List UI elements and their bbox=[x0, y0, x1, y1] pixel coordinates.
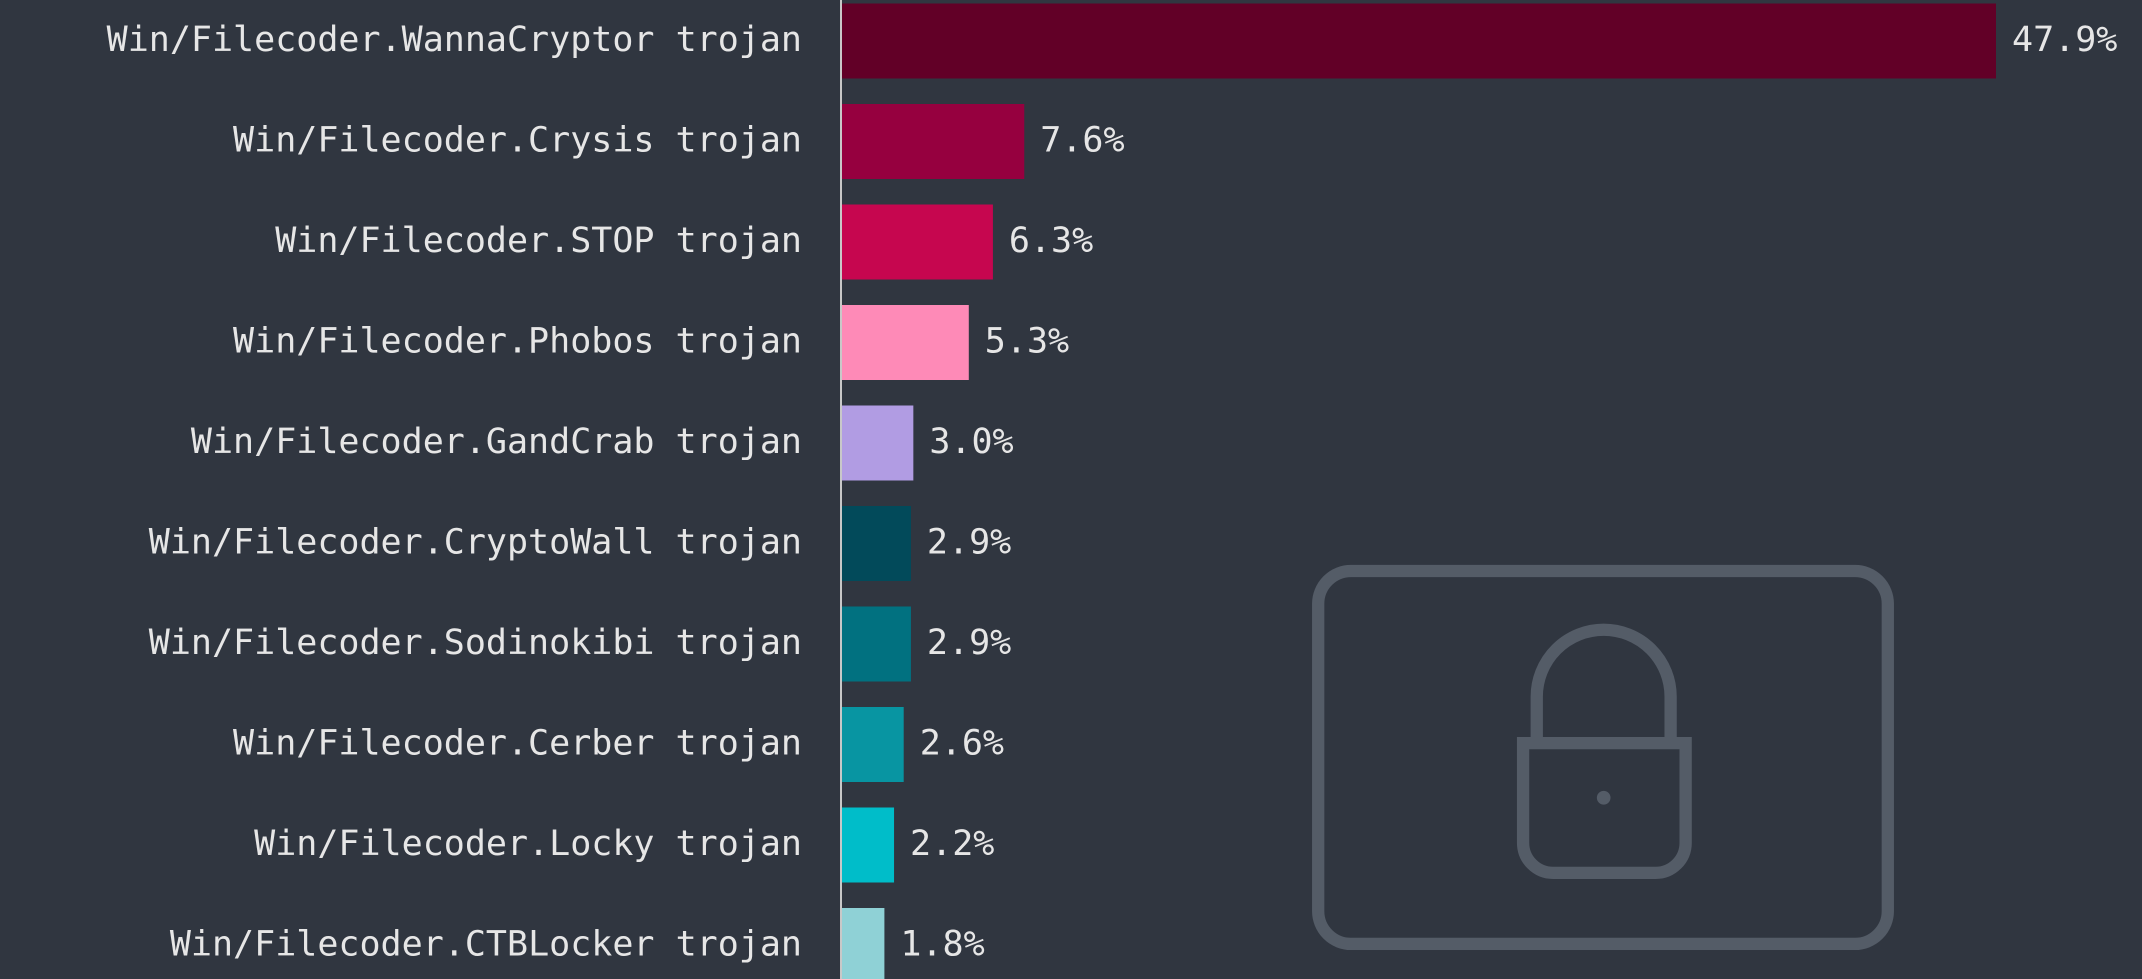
bar bbox=[841, 3, 1996, 79]
lock-keyhole bbox=[1596, 790, 1611, 805]
bar bbox=[841, 908, 885, 979]
value-label: 2.9% bbox=[927, 523, 1011, 563]
category-label: Win/Filecoder.STOP trojan bbox=[275, 221, 802, 261]
lock-shackle bbox=[1530, 623, 1677, 738]
value-label: 1.8% bbox=[900, 925, 984, 965]
value-label: 2.2% bbox=[910, 824, 994, 864]
lock-frame bbox=[1312, 564, 1894, 951]
bar bbox=[841, 807, 895, 883]
bar bbox=[841, 606, 911, 682]
value-label: 7.6% bbox=[1040, 121, 1124, 161]
category-label: Win/Filecoder.WannaCryptor trojan bbox=[107, 20, 802, 60]
bar bbox=[841, 707, 904, 782]
category-label: Win/Filecoder.GandCrab trojan bbox=[191, 422, 802, 462]
value-label: 47.9% bbox=[2012, 20, 2117, 60]
category-label: Win/Filecoder.Locky trojan bbox=[254, 824, 802, 864]
bar bbox=[841, 204, 993, 280]
category-label: Win/Filecoder.CTBLocker trojan bbox=[170, 925, 802, 965]
bar bbox=[841, 305, 969, 380]
value-label: 5.3% bbox=[985, 322, 1069, 362]
bar bbox=[841, 506, 911, 581]
value-label: 2.9% bbox=[927, 623, 1011, 663]
value-label: 6.3% bbox=[1009, 221, 1093, 261]
category-label: Win/Filecoder.Cerber trojan bbox=[233, 724, 802, 764]
category-label: Win/Filecoder.Crysis trojan bbox=[233, 121, 802, 161]
lock-body bbox=[1516, 736, 1692, 880]
category-label: Win/Filecoder.Sodinokibi trojan bbox=[149, 623, 802, 663]
value-label: 3.0% bbox=[929, 422, 1013, 462]
lock-icon bbox=[1312, 564, 1894, 951]
bar bbox=[841, 405, 914, 481]
bar bbox=[841, 104, 1025, 179]
category-label: Win/Filecoder.Phobos trojan bbox=[233, 322, 802, 362]
category-label: Win/Filecoder.CryptoWall trojan bbox=[149, 523, 802, 563]
value-label: 2.6% bbox=[920, 724, 1004, 764]
